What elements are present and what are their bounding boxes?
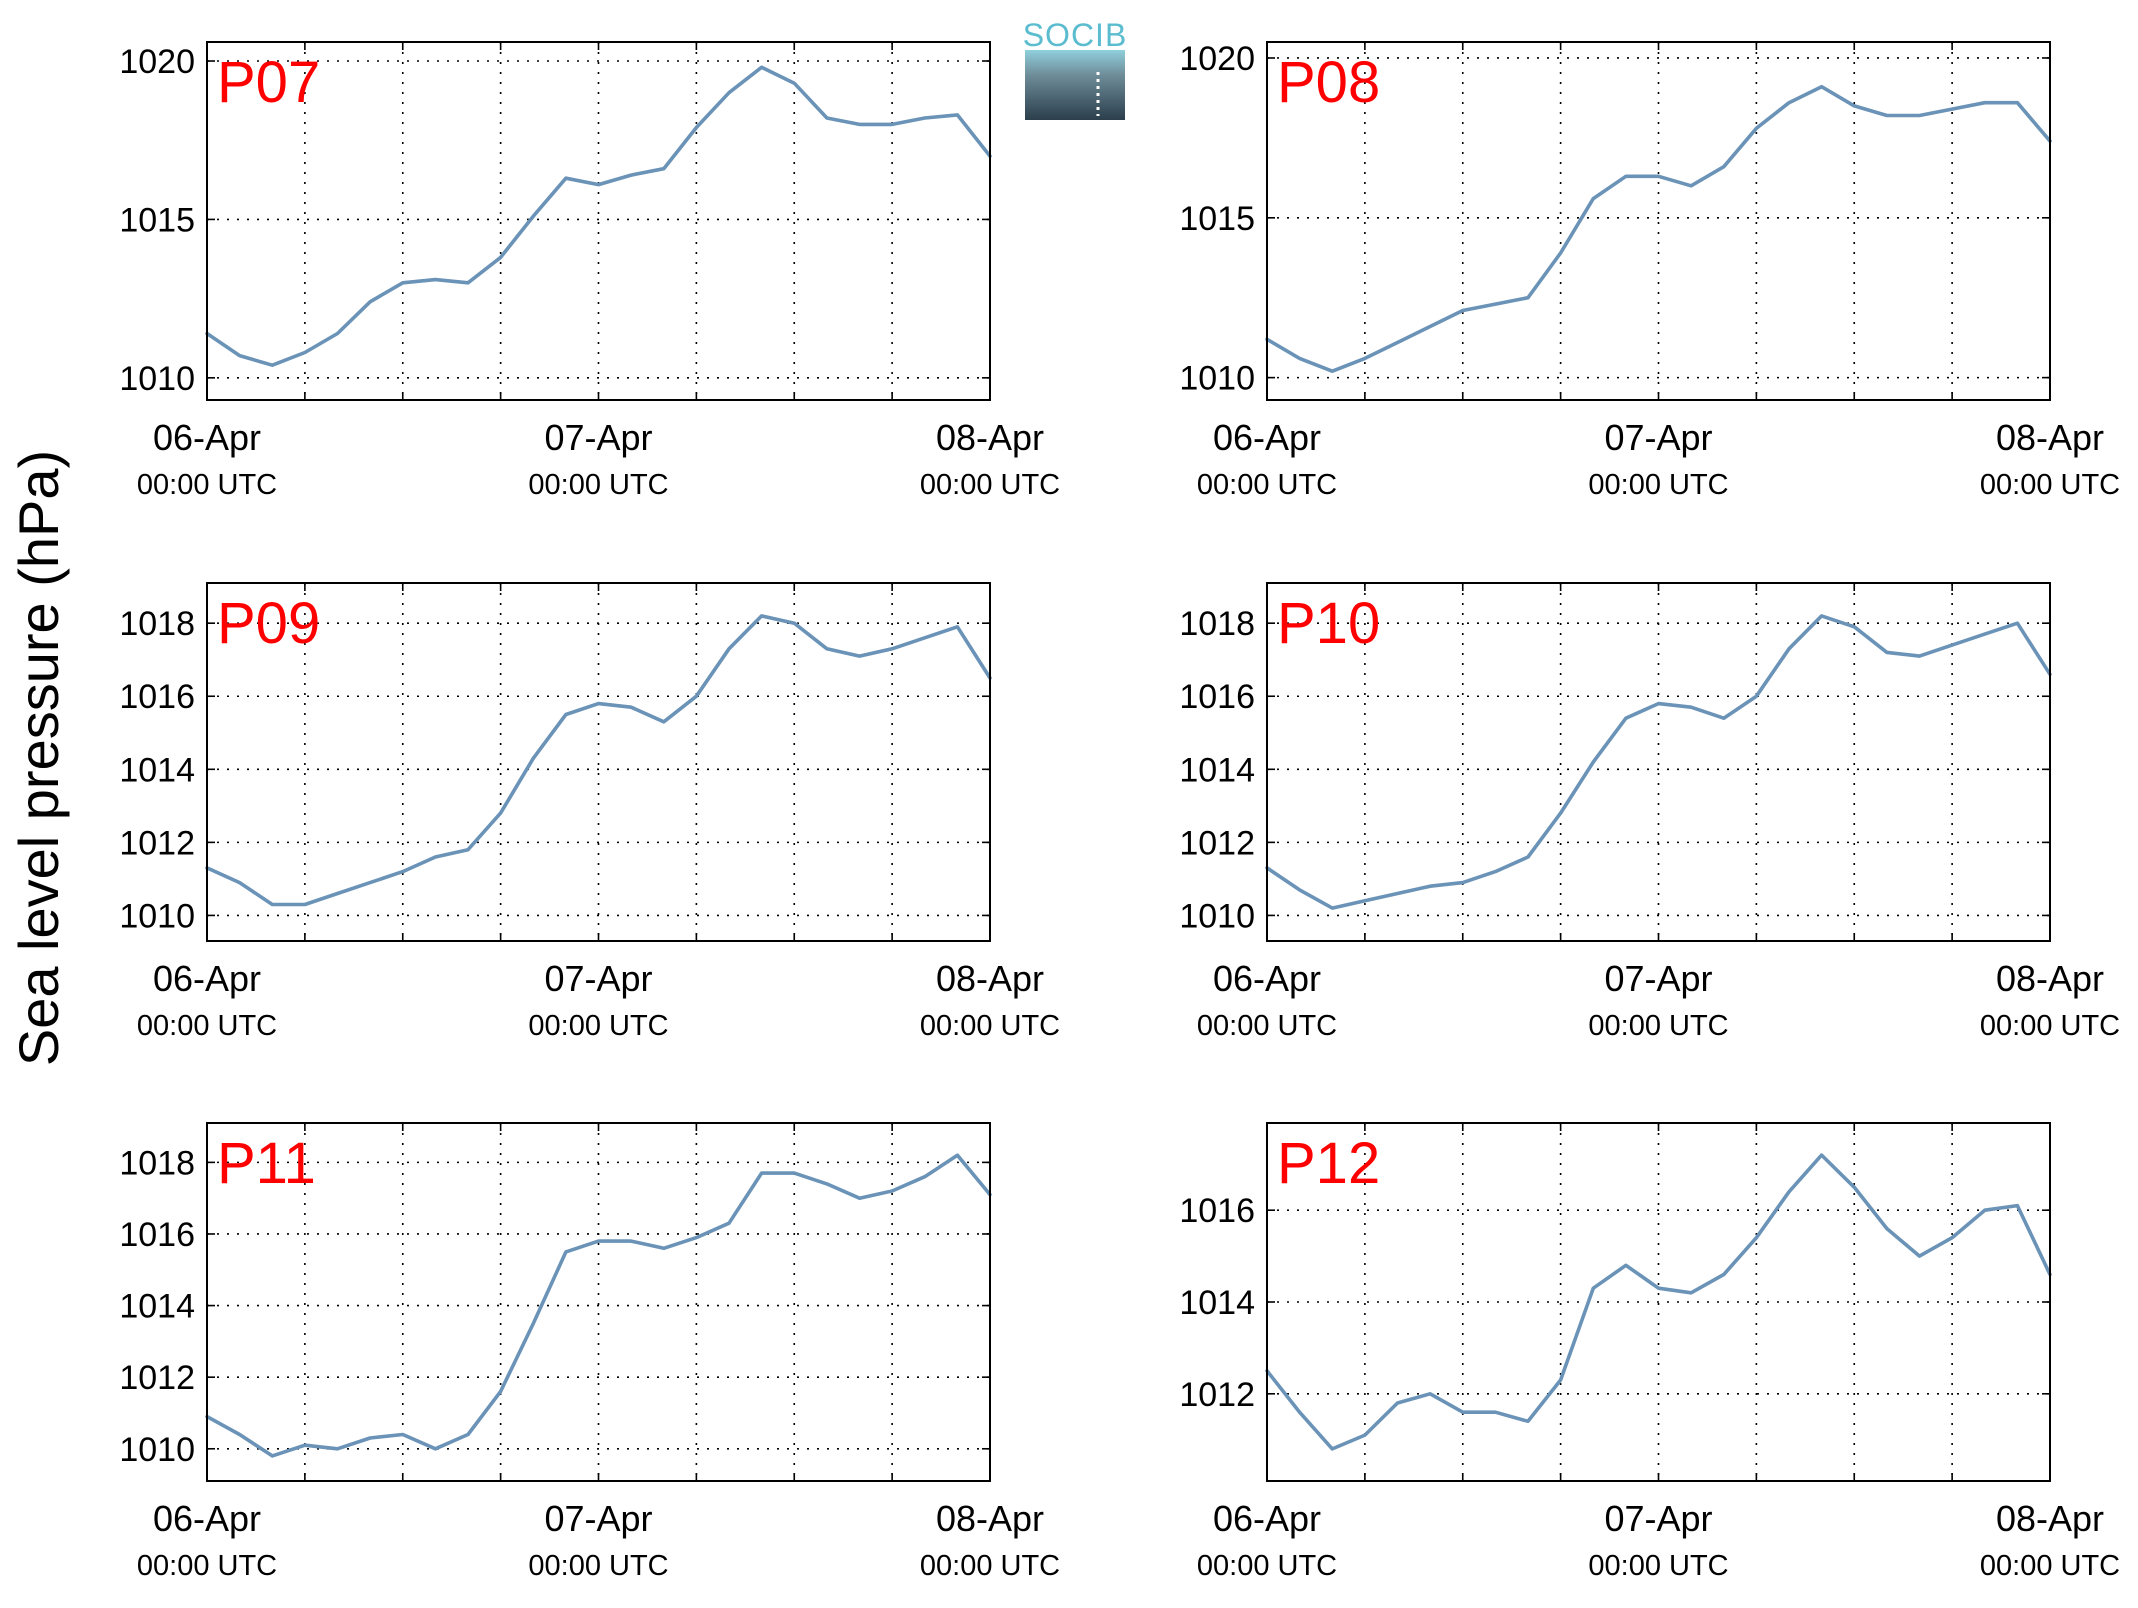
y-tick-label: 1010: [119, 360, 195, 398]
panel-p07: 1010 1015 1020 06-Apr 00:00 UTC 07-Apr 00:00 U…: [119, 41, 1060, 501]
x-tick-label-time: 00:00 UTC: [137, 1550, 277, 1582]
plot-frame: [206, 41, 991, 401]
panel-p08: 1010 1015 1020 06-Apr 00:00 UTC 07-Apr 00:00 U…: [1179, 40, 2120, 501]
x-tick-label-time: 00:00 UTC: [1980, 1010, 2120, 1042]
y-tick-label: 1014: [1179, 751, 1255, 789]
y-tick-label: 1016: [1179, 678, 1255, 716]
y-tick-label: 1010: [119, 1431, 195, 1469]
x-tick-label-date: 08-Apr: [936, 1498, 1044, 1539]
x-tick-label-time: 00:00 UTC: [137, 469, 277, 501]
panel-title: P10: [1277, 591, 1380, 656]
y-tick-label: 1010: [119, 897, 195, 935]
y-tick-label: 1014: [1179, 1284, 1255, 1322]
x-tick-label-time: 00:00 UTC: [528, 1550, 668, 1582]
plot-frame: [1266, 582, 2051, 942]
x-tick-label-date: 08-Apr: [936, 958, 1044, 999]
y-tick-label: 1018: [119, 1144, 195, 1182]
series-line-p09: [205, 614, 992, 907]
x-tick-label-time: 00:00 UTC: [1197, 1010, 1337, 1042]
plot-frame: [1266, 41, 2051, 401]
x-tick-label-time: 00:00 UTC: [137, 1010, 277, 1042]
panel-title: P09: [217, 591, 320, 656]
y-tick-label: 1012: [1179, 824, 1255, 862]
x-tick-label-date: 08-Apr: [936, 417, 1044, 458]
panel-p09: 1010 1012 1014 1016 1018 06-Apr 00:00 UTC 07-Ap…: [119, 582, 1060, 1042]
x-tick-label-date: 06-Apr: [1213, 958, 1321, 999]
y-tick-label: 1018: [119, 605, 195, 643]
panel-title: P07: [217, 50, 320, 115]
panel-p10: 1010 1012 1014 1016 1018 06-Apr 00:00 UTC 07-Ap…: [1179, 582, 2120, 1042]
x-tick-label-time: 00:00 UTC: [1588, 1550, 1728, 1582]
y-tick-label: 1018: [1179, 605, 1255, 643]
y-tick-label: 1015: [119, 201, 195, 239]
x-tick-label-date: 08-Apr: [1996, 1498, 2104, 1539]
series-line-p12: [1265, 1153, 2052, 1451]
y-tick-label: 1012: [119, 824, 195, 862]
panel-title: P11: [217, 1131, 316, 1196]
series-line-p08: [1265, 84, 2052, 374]
plot-frame: [206, 1122, 991, 1482]
x-tick-label-time: 00:00 UTC: [920, 1550, 1060, 1582]
socib-logo: SOCIB: [1023, 17, 1128, 120]
x-tick-label-date: 07-Apr: [544, 417, 652, 458]
x-tick-label-time: 00:00 UTC: [1588, 469, 1728, 501]
y-tick-label: 1014: [119, 751, 195, 789]
y-tick-label: 1015: [1179, 200, 1255, 238]
x-tick-label-date: 06-Apr: [153, 958, 261, 999]
logo-box: [1025, 50, 1125, 120]
x-tick-label-time: 00:00 UTC: [528, 1010, 668, 1042]
x-tick-label-date: 07-Apr: [1604, 958, 1712, 999]
x-tick-label-date: 06-Apr: [1213, 1498, 1321, 1539]
x-tick-label-time: 00:00 UTC: [1980, 1550, 2120, 1582]
y-tick-label: 1020: [1179, 40, 1255, 78]
panels: 1010 1015 1020 06-Apr 00:00 UTC 07-Apr 00:00 U…: [119, 40, 2120, 1582]
x-tick-label-time: 00:00 UTC: [920, 469, 1060, 501]
y-tick-label: 1020: [119, 43, 195, 81]
x-tick-label-date: 07-Apr: [544, 958, 652, 999]
x-tick-label-date: 07-Apr: [1604, 1498, 1712, 1539]
x-tick-label-date: 06-Apr: [153, 1498, 261, 1539]
plot-frame: [1266, 1122, 2051, 1482]
x-tick-label-time: 00:00 UTC: [1588, 1010, 1728, 1042]
y-tick-label: 1012: [119, 1359, 195, 1397]
x-tick-label-time: 00:00 UTC: [920, 1010, 1060, 1042]
logo-text: SOCIB: [1023, 17, 1128, 53]
x-tick-label-time: 00:00 UTC: [1197, 1550, 1337, 1582]
y-tick-label: 1016: [119, 1216, 195, 1254]
x-tick-label-date: 06-Apr: [153, 417, 261, 458]
series-line-p10: [1265, 614, 2052, 910]
x-tick-label-date: 08-Apr: [1996, 958, 2104, 999]
y-tick-label: 1014: [119, 1288, 195, 1326]
panel-p12: 1012 1014 1016 06-Apr 00:00 UTC 07-Apr 00:00 U…: [1179, 1122, 2120, 1582]
x-tick-label-date: 07-Apr: [1604, 417, 1712, 458]
series-line-p07: [205, 65, 992, 368]
x-tick-label-time: 00:00 UTC: [1197, 469, 1337, 501]
x-tick-label-date: 08-Apr: [1996, 417, 2104, 458]
panel-title: P12: [1277, 1131, 1380, 1196]
panel-p11: 1010 1012 1014 1016 1018 06-Apr 00:00 UTC 07-Ap…: [119, 1122, 1060, 1582]
x-tick-label-date: 06-Apr: [1213, 417, 1321, 458]
panel-title: P08: [1277, 50, 1380, 115]
y-tick-label: 1010: [1179, 360, 1255, 398]
y-axis-label: Sea level pressure (hPa): [7, 450, 70, 1066]
y-tick-label: 1010: [1179, 897, 1255, 935]
x-tick-label-date: 07-Apr: [544, 1498, 652, 1539]
x-tick-label-time: 00:00 UTC: [528, 469, 668, 501]
y-tick-label: 1016: [1179, 1192, 1255, 1230]
series-line-p11: [205, 1153, 992, 1458]
y-tick-label: 1012: [1179, 1376, 1255, 1414]
plot-frame: [206, 582, 991, 942]
y-tick-label: 1016: [119, 678, 195, 716]
x-tick-label-time: 00:00 UTC: [1980, 469, 2120, 501]
